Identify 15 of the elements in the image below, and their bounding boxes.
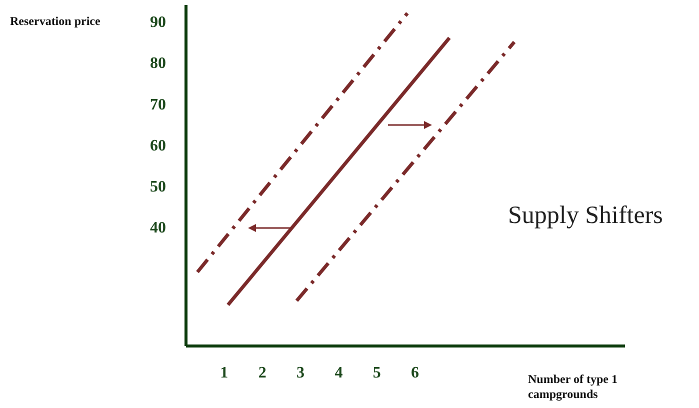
y-tick-label: 90 bbox=[150, 14, 166, 32]
x-axis-title: Number of type 1 campgrounds bbox=[528, 372, 618, 402]
annotation: Supply Shifters bbox=[508, 202, 663, 230]
x-tick-label: 5 bbox=[372, 364, 381, 382]
x-tick-label: 4 bbox=[334, 364, 343, 382]
x-tick-label: 1 bbox=[220, 364, 228, 382]
x-tick-label: 6 bbox=[411, 364, 420, 382]
y-axis-title: Reservation price bbox=[10, 14, 100, 29]
x-tick-label: 2 bbox=[258, 364, 266, 382]
x-tick-label: 3 bbox=[296, 364, 305, 382]
y-tick-label: 40 bbox=[150, 220, 166, 237]
y-tick-label: 60 bbox=[150, 137, 166, 154]
y-tick-label: 50 bbox=[150, 178, 166, 196]
y-tick-label: 80 bbox=[150, 55, 166, 72]
y-tick-label: 70 bbox=[150, 96, 166, 114]
